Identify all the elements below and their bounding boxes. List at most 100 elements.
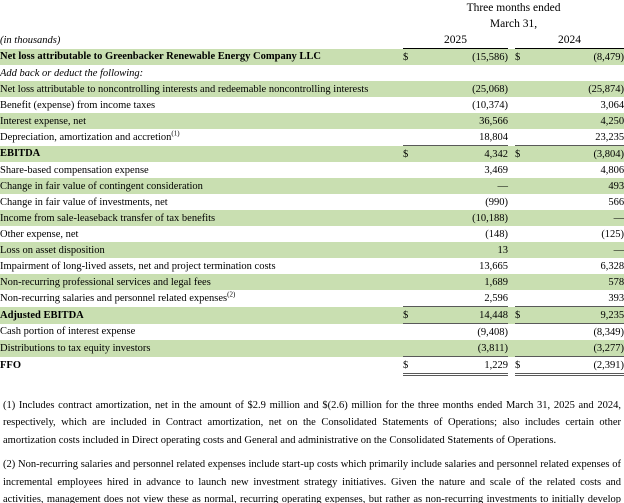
table-row: Share-based compensation expense 3,469 4… [0, 162, 624, 178]
table-row: Add back or deduct the following: [0, 65, 624, 81]
value-2025: 1,229 [423, 356, 508, 376]
value-2025: (25,068) [472, 83, 508, 95]
value-2025: — [497, 180, 509, 192]
table-row: EBITDA $ 4,342 $ (3,804) [0, 145, 624, 162]
row-label: Depreciation, amortization and accretion… [0, 129, 180, 143]
table-row: Benefit (expense) from income taxes (10,… [0, 97, 624, 113]
currency-symbol: $ [515, 148, 521, 160]
row-label: Benefit (expense) from income taxes [0, 99, 156, 111]
value-2025: (15,586) [472, 51, 508, 63]
table-row: FFO $ 1,229 $ (2,391) [0, 356, 624, 376]
value-2024: 566 [608, 196, 624, 208]
table-row: Net loss attributable to noncontrolling … [0, 81, 624, 97]
table-row: Non-recurring salaries and personnel rel… [0, 290, 624, 307]
table-row: Non-recurring professional services and … [0, 274, 624, 290]
value-2025: (990) [485, 196, 508, 208]
row-label: Cash portion of interest expense [0, 326, 136, 338]
value-2025: (148) [485, 228, 508, 240]
value-2025: 36,566 [479, 115, 508, 127]
value-2025: 14,448 [423, 306, 508, 324]
value-2024: — [613, 244, 624, 256]
row-label: Change in fair value of contingent consi… [0, 180, 203, 192]
currency-symbol: $ [403, 306, 423, 324]
value-2024: (3,804) [593, 148, 624, 160]
column-gap [508, 32, 515, 49]
value-2024: 4,250 [600, 115, 624, 127]
value-2025: (3,811) [423, 340, 508, 357]
value-2024: 6,328 [600, 260, 624, 272]
value-2024: 393 [535, 290, 624, 307]
currency-symbol: $ [403, 356, 423, 376]
table-row: Change in fair value of contingent consi… [0, 178, 624, 194]
row-label: Change in fair value of investments, net [0, 196, 168, 208]
value-2025: 18,804 [423, 129, 508, 146]
footnotes-section: (1) Includes contract amortization, net … [0, 397, 624, 503]
value-2025: 1,689 [484, 276, 508, 288]
row-label: Other expense, net [0, 228, 79, 240]
value-2025: (9,408) [477, 326, 508, 338]
value-2025: 13,665 [479, 260, 508, 272]
period-header-row-2: March 31, [0, 16, 624, 32]
table-row: Change in fair value of investments, net… [0, 194, 624, 210]
column-header-row: (in thousands) 2025 2024 [0, 32, 624, 49]
value-2024: 9,235 [535, 306, 624, 324]
footnote-1: (1) Includes contract amortization, net … [3, 400, 621, 446]
row-label: Non-recurring salaries and personnel rel… [0, 290, 236, 304]
row-label: Impairment of long-lived assets, net and… [0, 260, 276, 272]
row-label: Interest expense, net [0, 115, 87, 127]
value-2024: (25,874) [588, 83, 624, 95]
value-2025: 13 [497, 244, 509, 256]
footnote-marker: (1) [171, 129, 180, 138]
value-2024: (2,391) [535, 356, 624, 376]
ebitda-reconciliation-table: Three months ended March 31, (in thousan… [0, 0, 624, 376]
currency-symbol: $ [403, 51, 409, 63]
currency-symbol: $ [515, 306, 535, 324]
table-row: Cash portion of interest expense (9,408)… [0, 324, 624, 341]
currency-symbol: $ [403, 148, 409, 160]
row-label: Distributions to tax equity investors [0, 342, 151, 354]
row-label: EBITDA [0, 148, 41, 160]
value-2025: 2,596 [423, 290, 508, 307]
value-2024: 493 [608, 180, 624, 192]
table-row: Adjusted EBITDA $ 14,448 $ 9,235 [0, 306, 624, 324]
column-header-2025: 2025 [403, 32, 508, 49]
table-row: Depreciation, amortization and accretion… [0, 129, 624, 146]
period-header-line1: Three months ended [466, 2, 561, 14]
table-row: Other expense, net (148) (125) [0, 226, 624, 242]
value-2024: (3,277) [535, 340, 624, 357]
value-2024: 4,806 [600, 164, 624, 176]
value-2025: 3,469 [484, 164, 508, 176]
value-2024: 578 [608, 276, 624, 288]
value-2024: (8,349) [593, 326, 624, 338]
table-row: Impairment of long-lived assets, net and… [0, 258, 624, 274]
row-label: Share-based compensation expense [0, 164, 149, 176]
value-2024: 3,064 [600, 99, 624, 111]
row-label: Income from sale-leaseback transfer of t… [0, 212, 216, 224]
value-2025: (10,374) [472, 99, 508, 111]
row-label: Loss on asset disposition [0, 244, 105, 256]
row-label: Add back or deduct the following: [0, 67, 144, 79]
table-row: Interest expense, net 36,566 4,250 [0, 113, 624, 129]
value-2024: — [613, 212, 624, 224]
value-2024: (8,479) [593, 51, 624, 63]
value-2024: 23,235 [535, 129, 624, 146]
column-header-2024: 2024 [515, 32, 624, 49]
table-row: Income from sale-leaseback transfer of t… [0, 210, 624, 226]
row-label: Adjusted EBITDA [0, 309, 84, 321]
row-label: Net loss attributable to noncontrolling … [0, 83, 369, 95]
footnote-marker: (2) [227, 290, 236, 299]
table-row: Net loss attributable to Greenbacker Ren… [0, 48, 624, 65]
period-header-line2: March 31, [489, 18, 538, 30]
period-header-row-1: Three months ended [0, 0, 624, 16]
spacer-cell [0, 16, 403, 32]
footnote-2: (2) Non-recurring salaries and personnel… [3, 459, 621, 503]
units-label: (in thousands) [0, 34, 61, 46]
currency-symbol: $ [515, 51, 521, 63]
currency-symbol: $ [515, 356, 535, 376]
table-row: Loss on asset disposition 13 — [0, 242, 624, 258]
table-row: Distributions to tax equity investors (3… [0, 340, 624, 357]
value-2025: (10,188) [472, 212, 508, 224]
row-label: Net loss attributable to Greenbacker Ren… [0, 51, 322, 63]
value-2025: 4,342 [484, 148, 508, 160]
